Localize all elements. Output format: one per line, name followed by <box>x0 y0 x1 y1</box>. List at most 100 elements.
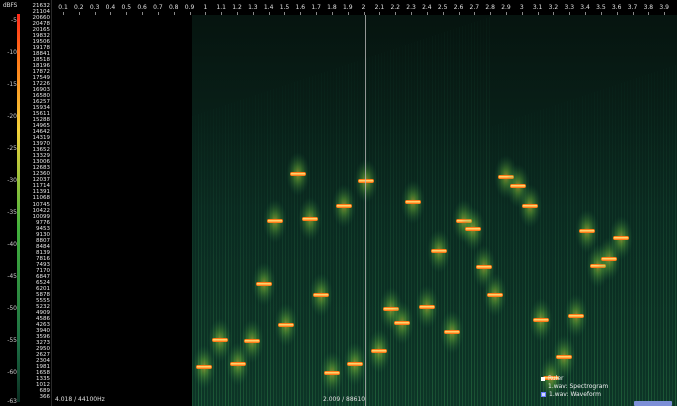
spectral-column <box>345 65 346 406</box>
spectral-column <box>663 69 664 406</box>
time-ruler[interactable]: 0.1 0.2 0.3 0.4 0.5 0.6 0.7 0.8 0.9 1 1.1 1.2 1.3 1.4… <box>52 0 677 15</box>
note-peak-highlight <box>445 331 459 333</box>
time-tick-label: 1.5 <box>279 4 290 11</box>
horizontal-scrollbar-thumb[interactable] <box>634 401 672 406</box>
spectral-column <box>318 74 319 406</box>
frequency-label: 17549 <box>32 75 51 82</box>
note-peak-highlight <box>291 173 305 175</box>
time-tick <box>284 12 286 15</box>
note-peak-highlight <box>213 339 227 341</box>
spectral-column <box>438 34 439 406</box>
time-tick <box>347 12 349 15</box>
spectral-column <box>327 71 328 406</box>
frequency-label: 6201 <box>36 285 50 292</box>
frequency-label: 20660 <box>32 15 51 22</box>
spectral-column <box>498 124 499 406</box>
frequency-label: 12360 <box>32 171 51 178</box>
legend-label: 1.wav: Waveform <box>549 391 601 398</box>
db-tick-label: -50 <box>7 305 17 312</box>
spectrogram-view[interactable]: 4.018 / 44100Hz 2.009 / 88610 <box>52 15 677 406</box>
time-tick <box>458 12 460 15</box>
spectrogram-canvas[interactable] <box>52 15 677 406</box>
spectral-column <box>336 68 337 406</box>
spectral-column <box>639 77 640 406</box>
time-tick <box>648 12 650 15</box>
frequency-label: 16257 <box>32 99 51 106</box>
spectral-column <box>399 47 400 406</box>
frequency-label: 12683 <box>32 165 51 172</box>
spectral-column <box>231 103 232 406</box>
legend-item-spectrogram[interactable]: 1.wav: Spectrogram <box>541 382 608 391</box>
frequency-label: 15288 <box>32 117 51 124</box>
legend-item-waveform[interactable]: 1.wav: Waveform <box>541 390 601 399</box>
time-tick-label: 2.2 <box>390 4 400 11</box>
playback-cursor[interactable] <box>364 15 366 406</box>
legend-label: Ruler <box>548 375 564 382</box>
time-tick <box>205 12 207 15</box>
spectral-column <box>270 90 271 406</box>
time-tick-label: 1.4 <box>263 4 274 11</box>
frequency-label: 17226 <box>32 81 51 88</box>
time-tick-label: 0.6 <box>137 4 147 11</box>
frequency-label: 14642 <box>32 129 51 136</box>
spectral-column <box>258 94 259 406</box>
note-peak-highlight <box>614 237 628 239</box>
spectral-column <box>576 98 577 406</box>
note-peak-highlight <box>314 294 328 296</box>
note-peak-highlight <box>197 366 211 368</box>
time-tick-label: 1.1 <box>216 4 226 11</box>
frequency-label: 1658 <box>36 369 50 376</box>
time-tick <box>600 12 602 15</box>
note-peak-highlight <box>557 356 571 358</box>
spectral-column <box>540 110 541 406</box>
spectral-column <box>522 116 523 406</box>
time-tick-label: 2 <box>361 4 366 11</box>
spectral-column <box>561 103 562 406</box>
time-tick-label: 0.2 <box>74 4 84 11</box>
frequency-label: 4909 <box>36 309 50 316</box>
spectral-column <box>222 106 223 406</box>
frequency-label: 7493 <box>36 261 50 268</box>
frequency-label: 18196 <box>32 63 51 70</box>
spectral-column <box>393 49 394 406</box>
time-tick-label: 1.9 <box>342 4 353 11</box>
time-tick <box>142 12 144 15</box>
legend-item-ruler[interactable]: Ruler <box>541 374 564 383</box>
time-tick-label: 0.9 <box>184 4 195 11</box>
note-peak-highlight <box>231 363 245 365</box>
note-peak-highlight <box>359 180 373 182</box>
time-tick <box>521 12 523 15</box>
time-tick <box>78 12 80 15</box>
spectral-column <box>249 97 250 406</box>
spectral-column <box>633 79 634 406</box>
frequency-scale: 21632 21104 20660 20478 20165 19832 19506 19178… <box>20 0 52 406</box>
spectral-column <box>363 59 364 406</box>
spectral-column <box>300 80 301 406</box>
frequency-label: 5878 <box>36 291 50 298</box>
spectral-column <box>657 71 658 406</box>
spectral-column <box>642 76 643 406</box>
frequency-label: 14319 <box>32 135 51 142</box>
frequency-label: 5555 <box>36 297 50 304</box>
spectral-column <box>267 91 268 406</box>
level-meter-gradient <box>17 14 20 402</box>
spectral-column <box>510 120 511 406</box>
time-tick-label: 3 <box>519 4 524 11</box>
spectral-column <box>333 69 334 406</box>
time-tick-label: 1.2 <box>232 4 242 11</box>
spectral-column <box>579 97 580 406</box>
spectral-column <box>513 119 514 406</box>
frequency-label: 19506 <box>32 39 51 46</box>
layer-legend[interactable]: Ruler 1.wav: Spectrogram 1.wav: Waveform <box>541 374 621 404</box>
time-tick <box>411 12 413 15</box>
spectral-column <box>276 88 277 406</box>
frequency-label: 19178 <box>32 45 51 52</box>
note-peak-highlight <box>569 315 583 317</box>
spectral-column <box>324 72 325 406</box>
square-marker-icon <box>541 385 545 389</box>
time-tick-label: 2.1 <box>374 4 385 11</box>
spectral-column <box>279 87 280 406</box>
spectral-column <box>483 19 484 406</box>
spectral-column <box>381 53 382 406</box>
